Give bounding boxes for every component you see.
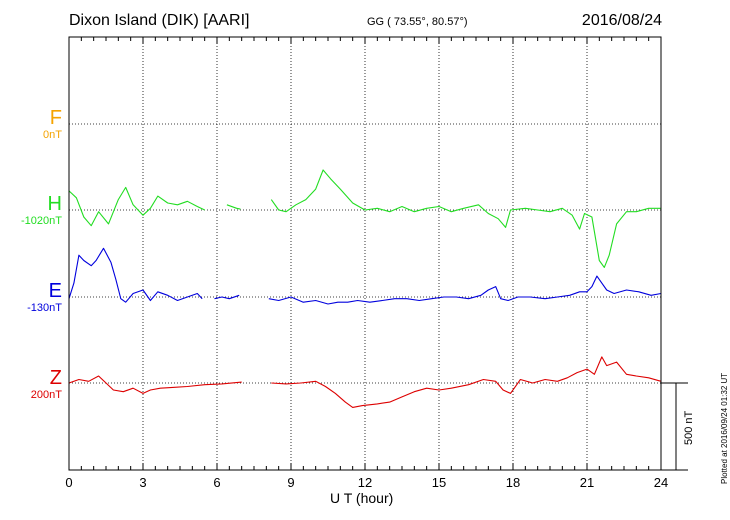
x-tick-label: 9	[287, 475, 294, 490]
x-tick-label: 24	[654, 475, 668, 490]
x-tick-label: 21	[580, 475, 594, 490]
component-label-f: F 0nT	[43, 108, 62, 141]
trace-z	[68, 375, 242, 394]
x-axis-label: U T (hour)	[330, 490, 394, 506]
station-title: Dixon Island (DIK) [AARI]	[69, 12, 250, 29]
x-tick-label: 3	[139, 475, 146, 490]
component-baseline-f: 0nT	[43, 129, 62, 141]
trace-h	[226, 204, 241, 210]
component-letter-z: Z	[49, 367, 62, 389]
component-letter-f: F	[49, 107, 62, 129]
trace-z	[271, 356, 662, 408]
component-label-z: Z 200nT	[31, 368, 62, 401]
trace-e	[268, 275, 662, 305]
x-axis-ticks: 0 3 6 9 12 15 18 21 24	[65, 37, 668, 490]
component-letter-e: E	[48, 280, 62, 302]
component-label-e: E -130nT	[27, 281, 62, 314]
plotted-timestamp: Plotted at 2016/09/24 01:32 UT	[720, 372, 729, 484]
trace-e	[68, 247, 203, 303]
trace-h	[68, 186, 205, 227]
component-label-h: H -1020nT	[21, 194, 62, 227]
scale-bar: 500 nT	[660, 382, 695, 471]
plot-date: 2016/08/24	[581, 12, 662, 29]
plot-traces	[68, 169, 662, 408]
component-letter-h: H	[47, 193, 62, 215]
station-coordinates: GG ( 73.55°, 80.57°)	[367, 16, 468, 28]
x-tick-label: 6	[213, 475, 220, 490]
component-baseline-h: -1020nT	[21, 215, 62, 227]
x-tick-label: 0	[65, 475, 72, 490]
component-baseline-z: 200nT	[30, 389, 62, 401]
x-tick-label: 18	[506, 475, 520, 490]
trace-h	[270, 169, 661, 268]
plot-grid	[69, 37, 661, 470]
x-tick-label: 15	[432, 475, 446, 490]
x-tick-label: 12	[358, 475, 372, 490]
component-baseline-e: -130nT	[27, 302, 62, 314]
trace-e	[214, 294, 240, 300]
scale-bar-label: 500 nT	[683, 410, 695, 445]
